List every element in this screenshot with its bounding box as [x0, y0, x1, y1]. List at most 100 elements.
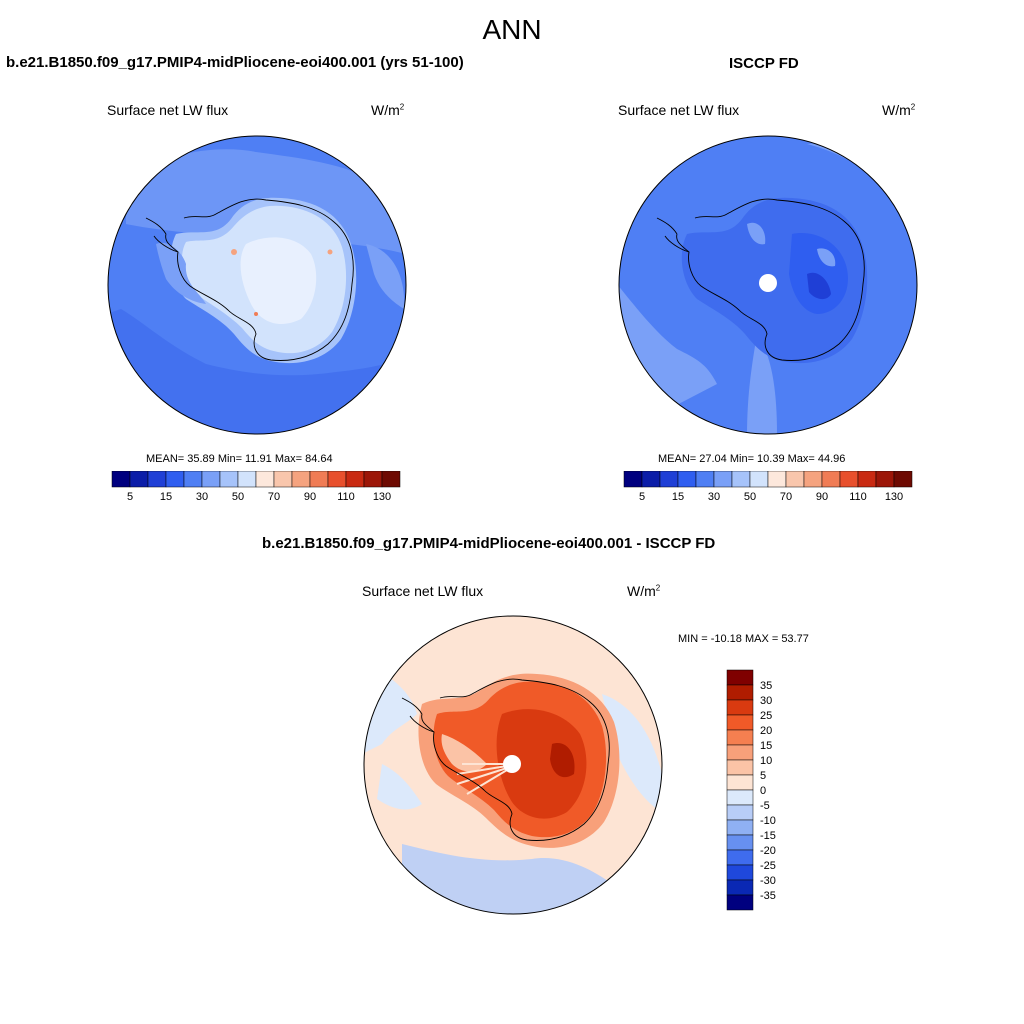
- figure-season-title: ANN: [482, 14, 542, 45]
- diff-colorbar-tick-label: -5: [760, 800, 770, 812]
- diff-interior-warmer: [496, 709, 587, 819]
- diff-colorbar-tick-label: 30: [760, 695, 772, 707]
- obs-coastline: [656, 198, 865, 361]
- diff-colorbar-tick-label: -30: [760, 875, 776, 887]
- model-variable-label: Surface net LW flux: [107, 102, 229, 118]
- diff-colorbar-tick-label: -15: [760, 830, 776, 842]
- obs-east-antarctica-dark: [789, 233, 848, 314]
- diff-colorbar-tick-label: -25: [760, 860, 776, 872]
- diff-colorbar-swatch: [726, 879, 754, 896]
- model-colorbar-swatch: [291, 471, 311, 488]
- model-colorbar-tick-label: 110: [337, 491, 355, 503]
- model-colorbar-swatch: [327, 471, 347, 488]
- model-warm-spot-3: [254, 312, 258, 316]
- obs-map-border: [618, 135, 918, 435]
- model-colorbar-swatch: [129, 471, 149, 488]
- diff-colorbar-swatch: [726, 774, 754, 791]
- diff-variable-label: Surface net LW flux: [362, 583, 484, 599]
- model-warm-spot-1: [231, 249, 237, 255]
- obs-colorbar-swatch: [767, 471, 787, 488]
- model-colorbar: 5 15 30 50 70 90 110 130: [111, 471, 401, 503]
- diff-colorbar-tick-label: 20: [760, 725, 772, 737]
- model-colorbar-swatch: [147, 471, 167, 488]
- diff-pole-hole: [503, 755, 521, 773]
- diff-colorbar-swatch: [726, 744, 754, 761]
- diff-colorbar-swatch: [726, 849, 754, 866]
- obs-units-exp: 2: [910, 102, 916, 112]
- obs-colorbar-swatch: [821, 471, 841, 488]
- model-ocean-darker-band: [108, 309, 406, 434]
- diff-colorbar-swatch: [726, 729, 754, 746]
- diff-colorbar-swatch: [726, 834, 754, 851]
- obs-colorbar-tick-label: 90: [816, 491, 828, 503]
- diff-coastline: [401, 678, 610, 841]
- obs-polar-map: [618, 135, 918, 435]
- diff-colorbar-swatch: [726, 684, 754, 701]
- model-colorbar-swatch: [183, 471, 203, 488]
- obs-colorbar-tick-label: 5: [639, 491, 645, 503]
- obs-colorbar-swatch: [731, 471, 751, 488]
- model-colorbar-tick-label: 70: [268, 491, 280, 503]
- diff-colorbar-swatch: [726, 699, 754, 716]
- obs-colorbar-tick-label: 110: [849, 491, 867, 503]
- diff-ocean-blue-southwest: [377, 764, 422, 810]
- model-colorbar-swatch: [255, 471, 275, 488]
- diff-colorbar-swatch: [726, 669, 754, 686]
- diff-colorbar-swatch: [726, 819, 754, 836]
- obs-colorbar-swatch: [785, 471, 805, 488]
- model-map-border: [107, 135, 407, 435]
- obs-colorbar-swatch: [875, 471, 895, 488]
- model-colorbar-swatch: [111, 471, 131, 488]
- model-stats-label: MEAN= 35.89 Min= 11.91 Max= 84.64: [146, 453, 333, 465]
- diff-colorbar-swatch: [726, 894, 754, 911]
- diff-polar-map: [363, 615, 663, 915]
- model-colorbar-swatch: [363, 471, 383, 488]
- diff-units-exp: 2: [655, 583, 661, 593]
- diff-panel-title: b.e21.B1850.f09_g17.PMIP4-midPliocene-eo…: [262, 535, 716, 552]
- obs-colorbar-tick-label: 50: [744, 491, 756, 503]
- diff-map-border: [363, 615, 663, 915]
- model-colorbar-swatch: [345, 471, 365, 488]
- obs-colorbar-swatch: [839, 471, 859, 488]
- obs-colorbar-tick-label: 70: [780, 491, 792, 503]
- model-colorbar-tick-label: 90: [304, 491, 316, 503]
- obs-ocean-light-south: [747, 334, 777, 434]
- obs-panel-title: ISCCP FD: [729, 55, 799, 72]
- obs-pole-hole: [759, 274, 777, 292]
- diff-colorbar-swatch: [726, 864, 754, 881]
- obs-units-base: W/m: [882, 102, 911, 118]
- model-interior-plateau: [240, 237, 317, 324]
- diff-colorbar-tick-label: 0: [760, 785, 766, 797]
- diff-peninsula-light: [441, 734, 487, 772]
- obs-interior-light-patch: [747, 222, 766, 245]
- model-units-label: W/m2: [371, 102, 404, 118]
- diff-colorbar-tick-label: -20: [760, 845, 776, 857]
- diff-units-base: W/m: [627, 583, 656, 599]
- model-colorbar-swatch: [273, 471, 293, 488]
- obs-colorbar-tick-label: 130: [885, 491, 903, 503]
- obs-colorbar: 5 15 30 50 70 90 110 130: [623, 471, 913, 503]
- diff-colorbar-swatch: [726, 759, 754, 776]
- obs-darkest-patch: [807, 272, 831, 300]
- model-warm-spot-2: [327, 249, 333, 255]
- obs-units-label: W/m2: [882, 102, 915, 118]
- model-colorbar-swatch: [381, 471, 401, 488]
- diff-ocean-blue-east: [602, 694, 662, 814]
- diff-hottest-patch: [550, 743, 575, 778]
- obs-colorbar-swatch: [623, 471, 643, 488]
- obs-interior-light-patch-2: [817, 248, 836, 267]
- obs-variable-label: Surface net LW flux: [618, 102, 740, 118]
- obs-colorbar-tick-label: 15: [672, 491, 684, 503]
- model-polar-map: [107, 135, 407, 435]
- obs-colorbar-swatch: [695, 471, 715, 488]
- model-ocean-patch-east: [366, 244, 405, 309]
- diff-colorbar-tick-label: 5: [760, 770, 766, 782]
- diff-colorbar-tick-label: 15: [760, 740, 772, 752]
- diff-colorbar-tick-label: -10: [760, 815, 776, 827]
- diff-colorbar-tick-label: 25: [760, 710, 772, 722]
- obs-colorbar-swatch: [659, 471, 679, 488]
- obs-colorbar-swatch: [749, 471, 769, 488]
- diff-ocean-blue-south: [402, 844, 612, 914]
- obs-colorbar-swatch: [893, 471, 913, 488]
- diff-stats-label: MIN = -10.18 MAX = 53.77: [678, 633, 809, 645]
